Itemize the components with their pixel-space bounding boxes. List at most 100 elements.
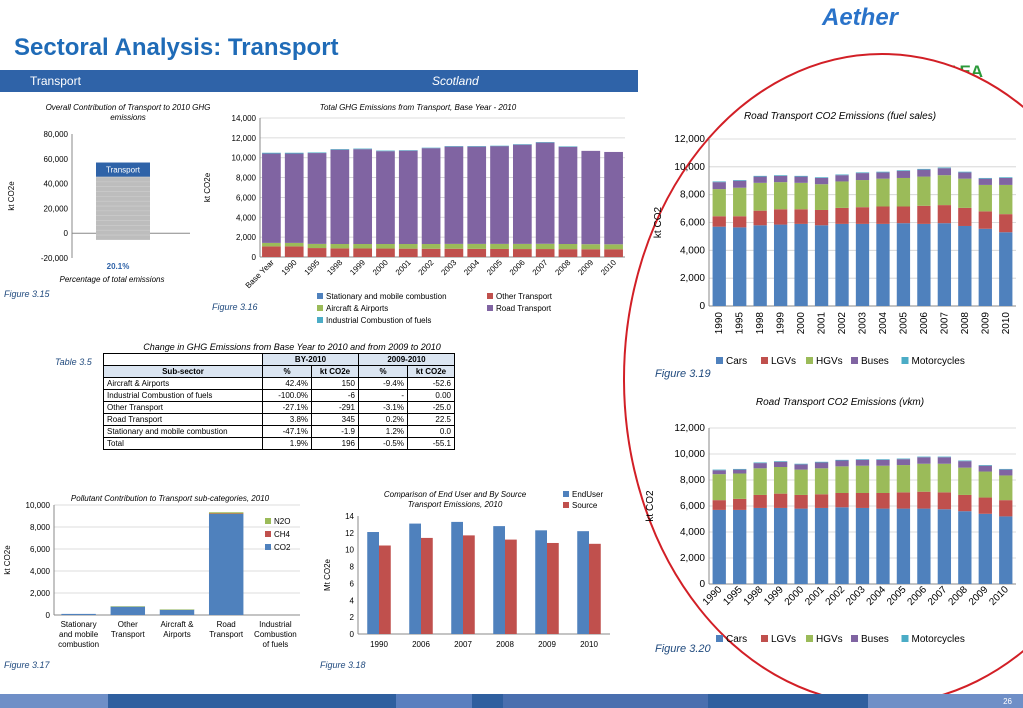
legend-swatch	[265, 531, 271, 537]
bar-segment-buses	[835, 460, 849, 467]
x-tick-label: 2008	[496, 640, 514, 649]
bar-segment-lgvs	[958, 207, 972, 226]
bar-segment-road-transport	[604, 151, 623, 245]
bar-segment-buses	[876, 459, 890, 466]
chart-title: Comparison of End User and By Source	[384, 490, 527, 499]
bar-segment-other-transport	[535, 249, 555, 257]
bar-segment-cars	[917, 223, 931, 306]
legend-swatch	[563, 491, 569, 497]
bar-segment-buses	[773, 175, 788, 183]
bar-segment-other-transport	[307, 248, 327, 257]
y-tick-label: 2,000	[30, 589, 51, 598]
segment-label: Transport	[106, 166, 141, 175]
bar-segment-lgvs	[835, 207, 849, 224]
bar-segment-hgvs	[978, 471, 992, 498]
bar-segment-lgvs	[835, 493, 849, 508]
table-cell-value: -291	[311, 401, 359, 414]
bar-segment-lgvs	[753, 494, 767, 508]
footer-bar: 26	[0, 694, 1023, 708]
y-tick-label: 10,000	[674, 162, 705, 173]
bar-segment-hgvs	[733, 187, 747, 217]
x-tick-label: 2003	[858, 312, 869, 335]
bar-segment-buses	[855, 173, 870, 181]
bar-segment-lgvs	[999, 214, 1013, 233]
legend-swatch	[563, 502, 569, 508]
y-tick-label: 4,000	[30, 567, 51, 576]
x-tick-label: 2008	[553, 258, 572, 277]
bar-segment-aircraft-airports	[421, 243, 441, 249]
bar-segment-buses	[712, 470, 726, 475]
table-cell-value: -52.6	[407, 377, 455, 390]
bar-segment-motorcycles	[835, 174, 849, 176]
bar-segment-road-transport	[535, 142, 555, 244]
bar-segment-n2o	[110, 606, 146, 607]
table-cell-value: 3.8%	[262, 413, 312, 426]
bar-segment-cars	[814, 225, 829, 306]
y-axis-label: kt CO2e	[7, 181, 16, 211]
bar-segment-hgvs	[814, 184, 829, 210]
table-cell-value: -100.0%	[262, 389, 312, 402]
bar-segment-motorcycles	[876, 171, 890, 173]
x-tick-label: 2004	[462, 258, 481, 277]
bar-segment-hgvs	[999, 475, 1013, 501]
group-header-2009-2010: 2009-2010	[358, 353, 455, 366]
bar-segment-buses	[876, 172, 890, 179]
y-tick-label: 0	[46, 611, 51, 620]
legend-swatch	[317, 293, 323, 299]
band-right-label: Scotland	[432, 74, 479, 88]
bar-segment-cars	[876, 508, 890, 584]
bar-segment-buses	[978, 178, 992, 185]
bar-segment-lgvs	[999, 500, 1013, 517]
x-tick-label: 2002	[417, 258, 436, 277]
legend-entry: N2O	[274, 517, 290, 526]
bar-segment-cars	[733, 227, 747, 306]
bar-segment-industrial-combustion-of-fuels	[490, 145, 509, 147]
x-tick-label: Aircraft &	[161, 620, 195, 629]
bar-segment-industrial-combustion-of-fuels	[353, 148, 373, 150]
bar-segment-hgvs	[773, 467, 788, 494]
x-tick-label: 2009	[980, 312, 991, 335]
bar-enduser	[409, 523, 421, 634]
bar-transport-segment	[96, 162, 150, 177]
page-title: Sectoral Analysis: Transport	[14, 34, 339, 61]
bar-segment-hgvs	[978, 184, 992, 212]
bar-segment-cars	[733, 509, 747, 584]
bar-segment-industrial-combustion-of-fuels	[284, 152, 304, 154]
table-cell-value: -9.4%	[358, 377, 408, 390]
bar-source	[505, 539, 517, 634]
table-cell-subsector: Total	[103, 437, 263, 450]
y-tick-label: 4,000	[680, 245, 705, 256]
bar-segment-hgvs	[794, 182, 808, 210]
bar-segment-aircraft-airports	[262, 242, 281, 247]
bar-segment-other-transport	[512, 249, 532, 257]
legend-swatch	[487, 305, 493, 311]
bar-segment-cars	[753, 225, 767, 306]
bar-segment-cars	[999, 232, 1013, 306]
legend-entry: Aircraft & Airports	[326, 304, 388, 313]
bar-segment-aircraft-airports	[604, 244, 623, 250]
legend-entry: CO2	[274, 543, 291, 552]
legend-entry: CH4	[274, 530, 291, 539]
bar-segment-road-transport	[398, 150, 418, 244]
y-tick-label: 40,000	[44, 180, 69, 189]
bar-segment-buses	[999, 177, 1013, 185]
bar-source	[463, 535, 475, 634]
table-row: Aircraft & Airports 42.4% 150 -9.4% -52.6	[103, 377, 455, 390]
bar-segment-hgvs	[855, 465, 870, 493]
x-tick-label: Base Year	[244, 258, 276, 290]
table-group-header-row: BY-2010 2009-2010	[103, 353, 455, 366]
table-cell-value: 1.2%	[358, 425, 408, 438]
legend-entry: Other Transport	[496, 292, 553, 301]
bar-segment-motorcycles	[958, 460, 972, 462]
x-tick-label: 2001	[394, 258, 413, 277]
bar-segment-buses	[773, 461, 788, 467]
bar-segment-lgvs	[876, 206, 890, 224]
bar-segment-hgvs	[733, 473, 747, 499]
legend-swatch	[851, 357, 858, 364]
bar-segment-cars	[794, 508, 808, 584]
x-tick-label: 1990	[370, 640, 388, 649]
bar-segment-buses	[958, 461, 972, 468]
x-tick-label: 2005	[898, 312, 909, 335]
bar-segment-lgvs	[937, 492, 952, 510]
bar-segment-other-transport	[284, 246, 304, 257]
